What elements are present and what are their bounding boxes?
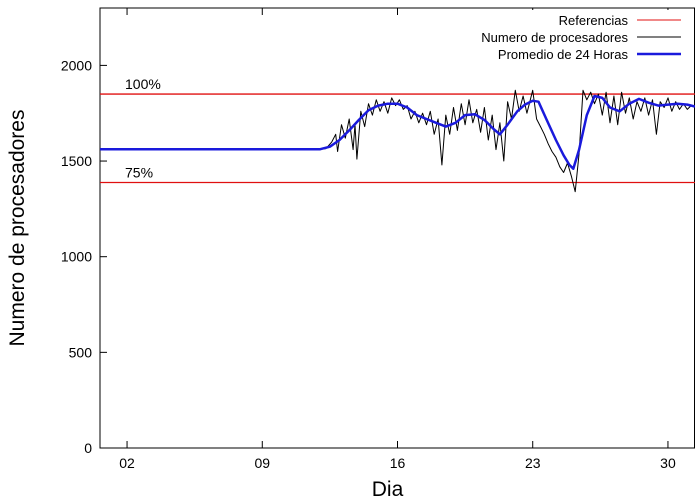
series-line-numero-de-procesadores bbox=[100, 89, 695, 193]
x-tick-label: 02 bbox=[119, 455, 135, 471]
x-tick-label: 23 bbox=[525, 455, 541, 471]
y-tick-label: 0 bbox=[84, 440, 92, 456]
y-tick-label: 1500 bbox=[61, 153, 92, 169]
y-tick-label: 2000 bbox=[61, 57, 92, 73]
reference-label: 75% bbox=[125, 164, 153, 180]
x-axis: 02 09 16 23 30 bbox=[119, 8, 676, 471]
legend: Referencias Numero de procesadores Promedi… bbox=[425, 10, 690, 64]
x-tick-label: 09 bbox=[254, 455, 270, 471]
x-axis-label: Dia bbox=[372, 478, 404, 501]
x-tick-label: 30 bbox=[660, 455, 676, 471]
y-tick-label: 500 bbox=[69, 344, 93, 360]
y-axis-label: Numero de procesadores bbox=[6, 110, 29, 347]
x-tick-label: 16 bbox=[390, 455, 406, 471]
series-line-promedio-de-24-horas bbox=[100, 94, 695, 170]
legend-label: Referencias bbox=[559, 13, 629, 28]
y-axis: 0 500 1000 1500 2000 bbox=[61, 57, 107, 456]
reference-lines: 100% 75% bbox=[100, 76, 695, 184]
reference-label: 100% bbox=[125, 76, 161, 92]
plot-area: 100% 75% bbox=[99, 7, 695, 449]
legend-label: Numero de procesadores bbox=[481, 30, 628, 45]
y-tick-label: 1000 bbox=[61, 249, 92, 265]
legend-label: Promedio de 24 Horas bbox=[498, 47, 629, 62]
series-layer bbox=[100, 89, 695, 193]
plot-frame bbox=[99, 7, 695, 449]
